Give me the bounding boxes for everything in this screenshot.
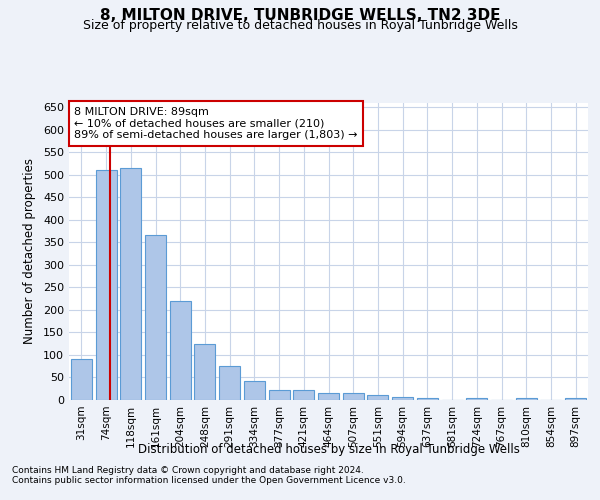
Bar — [293, 390, 314, 400]
Bar — [170, 301, 191, 400]
Text: 8 MILTON DRIVE: 89sqm
← 10% of detached houses are smaller (210)
89% of semi-det: 8 MILTON DRIVE: 89sqm ← 10% of detached … — [74, 107, 358, 140]
Bar — [466, 398, 487, 400]
Text: Contains HM Land Registry data © Crown copyright and database right 2024.: Contains HM Land Registry data © Crown c… — [12, 466, 364, 475]
Bar — [95, 170, 116, 400]
Bar — [367, 396, 388, 400]
Bar — [392, 398, 413, 400]
Text: Distribution of detached houses by size in Royal Tunbridge Wells: Distribution of detached houses by size … — [138, 442, 520, 456]
Text: 8, MILTON DRIVE, TUNBRIDGE WELLS, TN2 3DE: 8, MILTON DRIVE, TUNBRIDGE WELLS, TN2 3D… — [100, 8, 500, 22]
Text: Size of property relative to detached houses in Royal Tunbridge Wells: Size of property relative to detached ho… — [83, 18, 517, 32]
Bar — [244, 380, 265, 400]
Bar — [269, 390, 290, 400]
Y-axis label: Number of detached properties: Number of detached properties — [23, 158, 36, 344]
Bar — [71, 360, 92, 400]
Bar — [219, 366, 240, 400]
Bar — [318, 393, 339, 400]
Bar — [417, 398, 438, 400]
Bar — [120, 168, 141, 400]
Bar — [516, 398, 537, 400]
Bar — [145, 236, 166, 400]
Bar — [343, 393, 364, 400]
Bar — [194, 344, 215, 400]
Text: Contains public sector information licensed under the Open Government Licence v3: Contains public sector information licen… — [12, 476, 406, 485]
Bar — [565, 398, 586, 400]
